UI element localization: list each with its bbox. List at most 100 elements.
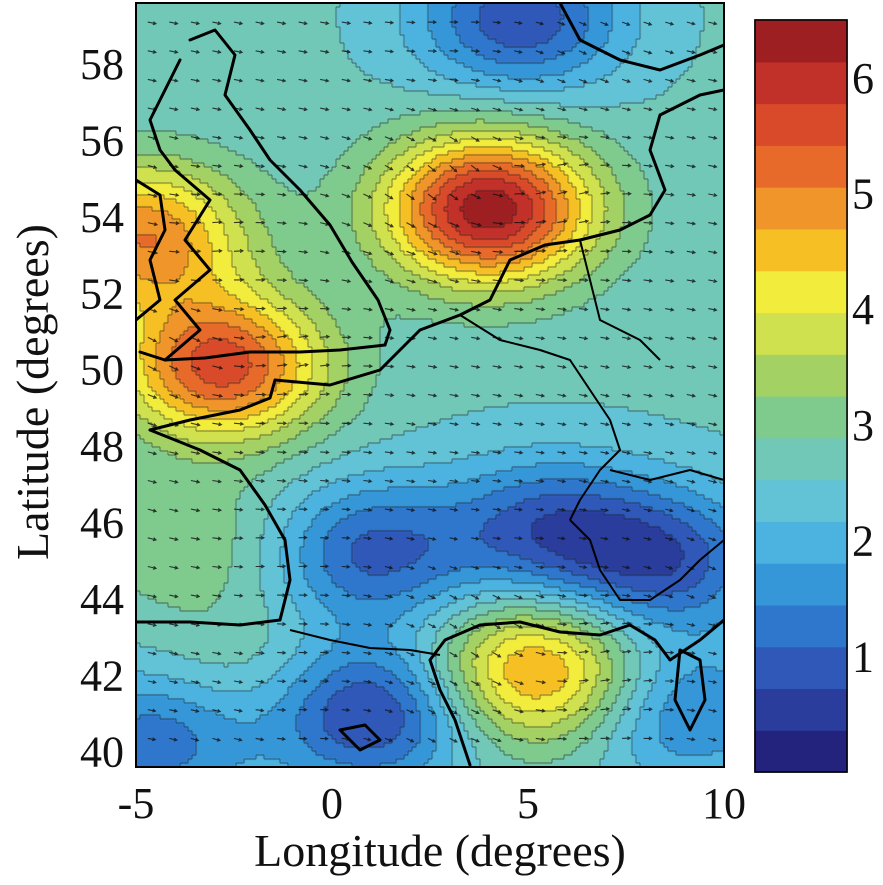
colorbar-band [755, 730, 847, 773]
colorbar-tick-label: 4 [852, 285, 874, 334]
wind-vector-arrow [449, 279, 460, 284]
wind-vector-arrow [470, 737, 480, 743]
wind-vector-arrow [320, 535, 330, 540]
wind-vector-arrow [471, 422, 481, 427]
wind-vector-arrow [169, 393, 180, 399]
wind-vector-arrow [406, 709, 415, 714]
wind-vector-arrow [320, 450, 330, 455]
wind-vector-arrow [708, 250, 718, 255]
wind-vector-arrow [147, 365, 158, 371]
wind-vector-arrow [320, 306, 331, 311]
wind-vector-arrow [643, 393, 653, 398]
wind-vector-arrow [341, 193, 351, 198]
wind-vector-arrow [341, 136, 351, 141]
wind-vector-arrow [535, 336, 546, 341]
wind-vector-arrow [298, 707, 308, 712]
coastline-britain-west [148, 58, 212, 362]
colorbar-band [755, 61, 847, 105]
wind-vector-arrow [406, 651, 415, 657]
wind-vector-arrow [320, 564, 330, 569]
wind-vector-arrow [470, 164, 480, 172]
wind-vector-arrow [255, 277, 266, 282]
wind-vector-arrow [557, 135, 568, 140]
y-tick-label: 56 [80, 117, 124, 166]
wind-vector-arrow [492, 594, 502, 600]
wind-vector-arrow [665, 365, 675, 370]
wind-vector-arrow [255, 78, 265, 83]
wind-vector-arrow [384, 49, 395, 54]
wind-vector-arrow [298, 507, 308, 512]
wind-vector-arrow [169, 708, 179, 713]
wind-vector-arrow [665, 622, 675, 627]
wind-vector-arrow [363, 737, 372, 742]
wind-vector-arrow [492, 20, 502, 25]
wind-vector-arrow [212, 21, 222, 26]
wind-vector-arrow [449, 680, 459, 686]
wind-vector-arrow [384, 164, 394, 171]
wind-vector-arrow [277, 392, 288, 397]
wind-vector-arrow [255, 450, 266, 455]
wind-vector-arrow [686, 135, 697, 140]
wind-vector-arrow [233, 479, 244, 484]
wind-vector-arrow [169, 107, 179, 112]
y-tick-label: 42 [80, 651, 124, 700]
wind-vector-arrow [255, 679, 265, 684]
x-axis-ticks: -5 0 5 10 [118, 779, 746, 828]
wind-vector-arrow [535, 680, 547, 685]
wind-vector-arrow [621, 422, 632, 427]
wind-vector-arrow [212, 164, 223, 169]
coastline-mediterranean [428, 618, 724, 767]
wind-vector-arrow [449, 336, 459, 341]
wind-vector-arrow [147, 193, 158, 198]
x-tick-label: 0 [321, 779, 343, 828]
wind-vector-arrow [665, 736, 675, 741]
wind-vector-arrow [320, 107, 330, 112]
wind-vector-arrow [169, 21, 179, 26]
wind-vector-arrow [665, 250, 675, 255]
wind-vector-arrow [363, 622, 373, 627]
wind-vector-arrow [621, 479, 631, 484]
colorbar-band [755, 20, 847, 63]
wind-vector-arrow [643, 450, 653, 455]
wind-vector-arrow [708, 365, 718, 370]
wind-vector-arrow [406, 594, 415, 599]
wind-vector-arrow [320, 622, 330, 627]
wind-vector-arrow [708, 221, 718, 226]
wind-vector-arrow [686, 192, 697, 197]
wind-vector-arrow [277, 679, 287, 684]
wind-vector-arrow [535, 78, 545, 84]
wind-vector-arrow [578, 707, 589, 712]
wind-vector-arrow [384, 136, 394, 141]
wind-vector-arrow [341, 421, 352, 426]
wind-vector-arrow [708, 565, 717, 571]
wind-vector-arrow [212, 192, 223, 197]
wind-vector-arrow [449, 594, 458, 600]
wind-vector-arrow [643, 249, 654, 254]
wind-vector-arrow [427, 107, 438, 112]
wind-vector-arrow [384, 193, 394, 200]
wind-vector-arrow [406, 279, 417, 284]
wind-vector-arrow [298, 736, 308, 741]
wind-vector-arrow [233, 21, 244, 26]
wind-vector-arrow [298, 164, 309, 169]
wind-vector-arrow [298, 421, 309, 426]
wind-vector-arrow [686, 50, 696, 55]
wind-vector-arrow [686, 537, 696, 542]
wind-vector-arrow [320, 736, 329, 741]
wind-vector-arrow [535, 21, 545, 26]
wind-vector-arrow [341, 679, 351, 684]
wind-vector-arrow [535, 565, 545, 570]
wind-vector-arrow [169, 308, 180, 313]
wind-vector-arrow [665, 594, 674, 599]
wind-vector-arrow [665, 164, 675, 169]
wind-vector-arrow [535, 278, 546, 283]
colorbar-band [755, 479, 847, 522]
wind-vector-arrow [492, 479, 502, 484]
wind-vector-arrow [514, 220, 526, 225]
wind-vector-arrow [341, 479, 351, 484]
wind-vector-arrow [492, 136, 502, 142]
wind-vector-arrow [470, 594, 480, 600]
wind-vector-arrow [427, 336, 438, 341]
wind-vector-arrow [212, 365, 224, 370]
y-tick-label: 50 [80, 346, 124, 395]
